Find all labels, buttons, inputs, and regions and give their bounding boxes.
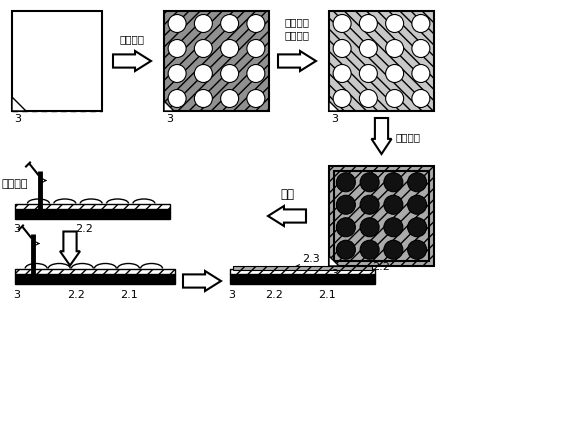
Circle shape: [386, 90, 404, 108]
Circle shape: [194, 90, 212, 108]
Circle shape: [412, 65, 430, 83]
Bar: [15, 209, 170, 219]
Bar: [15, 274, 175, 284]
Polygon shape: [12, 98, 26, 112]
Bar: [334, 172, 429, 261]
Circle shape: [168, 65, 186, 83]
Circle shape: [336, 173, 356, 192]
Text: 3: 3: [13, 224, 20, 234]
Polygon shape: [371, 119, 392, 155]
Circle shape: [194, 65, 212, 83]
Polygon shape: [164, 102, 174, 112]
Circle shape: [333, 65, 351, 83]
Circle shape: [386, 65, 404, 83]
Circle shape: [384, 196, 403, 215]
Bar: [12, 12, 102, 112]
Text: 2.1: 2.1: [120, 289, 138, 299]
Circle shape: [336, 241, 356, 260]
Circle shape: [221, 90, 239, 108]
Text: 2.1: 2.1: [318, 289, 336, 299]
Circle shape: [221, 15, 239, 33]
Circle shape: [407, 218, 427, 237]
Text: 3: 3: [331, 268, 338, 279]
Text: 3: 3: [228, 289, 235, 299]
Text: 2.3: 2.3: [302, 254, 320, 264]
Circle shape: [360, 196, 379, 215]
Text: 3: 3: [331, 114, 338, 124]
Text: 印刷焊膏: 印刷焊膏: [396, 132, 421, 141]
Polygon shape: [60, 232, 80, 266]
Circle shape: [384, 218, 403, 237]
Circle shape: [247, 40, 265, 58]
Circle shape: [359, 90, 377, 108]
Circle shape: [333, 90, 351, 108]
Circle shape: [412, 15, 430, 33]
Polygon shape: [329, 256, 339, 266]
Text: 2.2: 2.2: [75, 224, 93, 234]
Polygon shape: [113, 52, 151, 72]
Bar: [164, 12, 269, 112]
Circle shape: [336, 218, 356, 237]
Circle shape: [360, 218, 379, 237]
Circle shape: [194, 15, 212, 33]
Text: 2.2: 2.2: [265, 289, 283, 299]
Text: 3: 3: [14, 114, 21, 124]
Circle shape: [221, 40, 239, 58]
Circle shape: [412, 90, 430, 108]
Bar: [329, 12, 434, 112]
Circle shape: [359, 65, 377, 83]
Circle shape: [221, 65, 239, 83]
Circle shape: [247, 15, 265, 33]
Circle shape: [247, 90, 265, 108]
Text: 2.2: 2.2: [372, 261, 391, 272]
Circle shape: [194, 40, 212, 58]
Polygon shape: [183, 272, 221, 291]
Polygon shape: [268, 207, 306, 226]
Polygon shape: [278, 52, 316, 72]
Bar: [230, 269, 375, 274]
Text: 3: 3: [166, 114, 173, 124]
Circle shape: [386, 15, 404, 33]
Circle shape: [168, 15, 186, 33]
Circle shape: [407, 173, 427, 192]
Text: 印刷焊膏: 印刷焊膏: [2, 179, 29, 189]
Circle shape: [407, 241, 427, 260]
Circle shape: [333, 40, 351, 58]
Circle shape: [384, 241, 403, 260]
Bar: [15, 204, 170, 209]
Circle shape: [336, 196, 356, 215]
Text: 3: 3: [13, 289, 20, 299]
Text: 淀积金属
层、镀银: 淀积金属 层、镀银: [285, 18, 310, 40]
Circle shape: [384, 173, 403, 192]
Bar: [233, 266, 372, 270]
Circle shape: [168, 40, 186, 58]
Circle shape: [359, 15, 377, 33]
Circle shape: [412, 40, 430, 58]
Circle shape: [360, 173, 379, 192]
Polygon shape: [329, 102, 339, 112]
Circle shape: [386, 40, 404, 58]
Text: 烘烤: 烘烤: [280, 187, 294, 201]
Circle shape: [407, 196, 427, 215]
Bar: [230, 274, 375, 284]
Circle shape: [168, 90, 186, 108]
Text: 2.2: 2.2: [67, 289, 85, 299]
Circle shape: [360, 241, 379, 260]
Bar: [329, 166, 434, 266]
Circle shape: [247, 65, 265, 83]
Bar: [15, 269, 175, 274]
Circle shape: [333, 15, 351, 33]
Text: 激光打孔: 激光打孔: [119, 34, 144, 44]
Circle shape: [359, 40, 377, 58]
